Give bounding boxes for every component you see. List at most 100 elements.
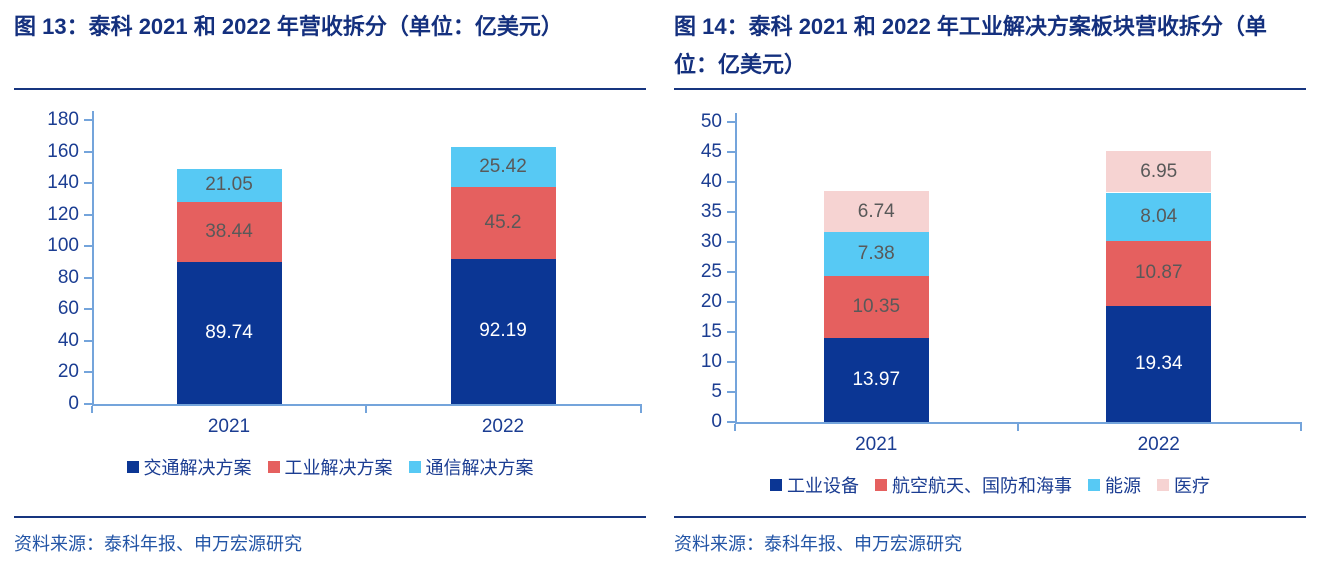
y-axis-tick-label: 30 xyxy=(700,231,722,252)
y-axis-tick-label: 35 xyxy=(700,201,722,222)
figure-13-title-underline xyxy=(14,88,646,90)
legend-swatch xyxy=(875,479,887,491)
y-axis-tick xyxy=(727,241,735,243)
y-axis-tick-label: 140 xyxy=(47,172,79,194)
bar-segment xyxy=(1106,305,1212,422)
x-axis-line xyxy=(735,422,1302,424)
y-axis-line xyxy=(735,113,737,424)
bar-segment xyxy=(823,276,929,339)
y-axis-tick xyxy=(84,150,92,153)
y-axis-tick xyxy=(727,391,735,393)
bar-segment xyxy=(176,201,282,263)
y-axis-tick-label: 180 xyxy=(47,109,79,130)
bar-value-label: 7.38 xyxy=(857,242,895,264)
y-axis-tick xyxy=(727,271,735,273)
y-axis-tick-label: 40 xyxy=(57,329,79,351)
y-axis-tick xyxy=(84,276,92,279)
bar-segment xyxy=(1106,240,1212,306)
y-axis-tick xyxy=(727,181,735,183)
x-axis-category-label: 2021 xyxy=(855,434,898,455)
bar-segment xyxy=(450,147,556,188)
bar-value-label: 19.34 xyxy=(1134,352,1183,374)
y-axis-tick-label: 25 xyxy=(700,261,722,282)
figure-13-stacked-bar-chart: 0 20 40 60 80 100 120 140 160 180 89.74 38.44 21.05 2… xyxy=(0,110,660,454)
bar-value-label: 38.44 xyxy=(205,221,253,243)
y-axis-tick-label: 10 xyxy=(700,351,722,372)
bar-value-label: 8.04 xyxy=(1140,205,1178,227)
x-axis-tick xyxy=(1016,424,1019,431)
y-axis-tick xyxy=(84,213,92,216)
legend-label: 医疗 xyxy=(1174,476,1210,496)
x-axis-category-label: 2021 xyxy=(207,416,251,437)
figure-14-stacked-bar-chart: 0 5 10 15 20 25 30 35 40 45 50 13.97 10.35 7.38 6.74 20… xyxy=(660,112,1320,472)
bar-value-label: 13.97 xyxy=(852,369,901,391)
x-axis-tick xyxy=(734,424,736,431)
y-axis-tick xyxy=(84,119,92,121)
x-axis-category-label: 2022 xyxy=(1137,434,1180,455)
bar-segment xyxy=(450,258,556,404)
figure-14-title: 图 14：泰科 2021 和 2022 年工业解决方案板块营收拆分（单位：亿美元… xyxy=(674,14,1267,77)
x-axis-tick xyxy=(91,406,93,413)
y-axis-tick xyxy=(727,151,735,153)
legend-label: 航空航天、国防和海事 xyxy=(892,476,1072,496)
legend-item: 工业设备 xyxy=(770,472,859,498)
x-axis-category-label: 2022 xyxy=(481,416,525,437)
legend-item: 医疗 xyxy=(1157,472,1210,498)
bar-value-label: 45.2 xyxy=(484,211,522,233)
legend-label: 能源 xyxy=(1105,476,1141,496)
figure-13-source-rule xyxy=(14,516,646,518)
y-axis-tick xyxy=(727,421,735,423)
figure-14-title-underline xyxy=(674,88,1306,90)
bar-value-label: 10.35 xyxy=(852,296,901,318)
legend-label: 交通解决方案 xyxy=(143,458,252,478)
bar-segment xyxy=(823,231,929,277)
legend-swatch xyxy=(1157,479,1169,491)
bar-value-label: 6.74 xyxy=(857,200,895,222)
y-axis-line xyxy=(92,111,94,406)
figure-14-source-rule xyxy=(674,516,1306,518)
y-axis-tick-label: 80 xyxy=(57,266,79,288)
figure-13-legend: 交通解决方案 工业解决方案 通信解决方案 xyxy=(0,454,660,480)
y-axis-tick-label: 20 xyxy=(57,361,79,383)
x-axis-tick xyxy=(1300,424,1302,431)
y-axis-tick-label: 0 xyxy=(711,411,722,432)
x-axis-line xyxy=(92,404,642,406)
figure-13-source-note: 资料来源：泰科年报、申万宏源研究 xyxy=(14,534,302,554)
y-axis-tick-label: 0 xyxy=(68,393,79,414)
legend-swatch xyxy=(267,461,280,473)
legend-label: 工业设备 xyxy=(787,476,859,496)
x-axis-tick xyxy=(365,406,367,413)
legend-label: 通信解决方案 xyxy=(425,458,534,478)
legend-swatch xyxy=(126,461,139,473)
figure-14-source-note: 资料来源：泰科年报、申万宏源研究 xyxy=(674,534,962,554)
bar-segment xyxy=(823,191,929,232)
y-axis-tick xyxy=(727,331,735,333)
bar-segment xyxy=(1106,150,1212,193)
y-axis-tick xyxy=(727,361,735,363)
y-axis-tick-label: 20 xyxy=(700,291,722,312)
y-axis-tick xyxy=(727,301,735,303)
legend-swatch xyxy=(408,461,421,473)
y-axis-tick-label: 15 xyxy=(700,321,722,342)
y-axis-tick xyxy=(727,211,735,213)
bar-segment xyxy=(176,262,282,404)
legend-item: 工业解决方案 xyxy=(267,454,393,480)
legend-item: 能源 xyxy=(1088,472,1141,498)
y-axis-tick xyxy=(727,121,735,123)
bar-value-label: 89.74 xyxy=(205,322,253,344)
y-axis-tick-label: 50 xyxy=(700,111,722,132)
y-axis-tick-label: 40 xyxy=(700,171,722,192)
figure-13-panel: 图 13：泰科 2021 和 2022 年营收拆分（单位：亿美元） 0 20 40 6… xyxy=(0,14,660,554)
y-axis-tick xyxy=(84,182,92,185)
figure-14-legend: 工业设备 航空航天、国防和海事 能源 医疗 xyxy=(660,472,1320,498)
legend-item: 航空航天、国防和海事 xyxy=(875,472,1072,498)
y-axis-tick xyxy=(84,371,92,374)
bar-value-label: 10.87 xyxy=(1134,262,1183,284)
y-axis-tick-label: 120 xyxy=(47,203,79,225)
y-axis-tick-label: 100 xyxy=(47,235,79,257)
y-axis-tick-label: 60 xyxy=(57,298,79,320)
legend-item: 通信解决方案 xyxy=(408,454,534,480)
bar-value-label: 21.05 xyxy=(205,174,253,196)
y-axis-tick xyxy=(84,245,92,248)
